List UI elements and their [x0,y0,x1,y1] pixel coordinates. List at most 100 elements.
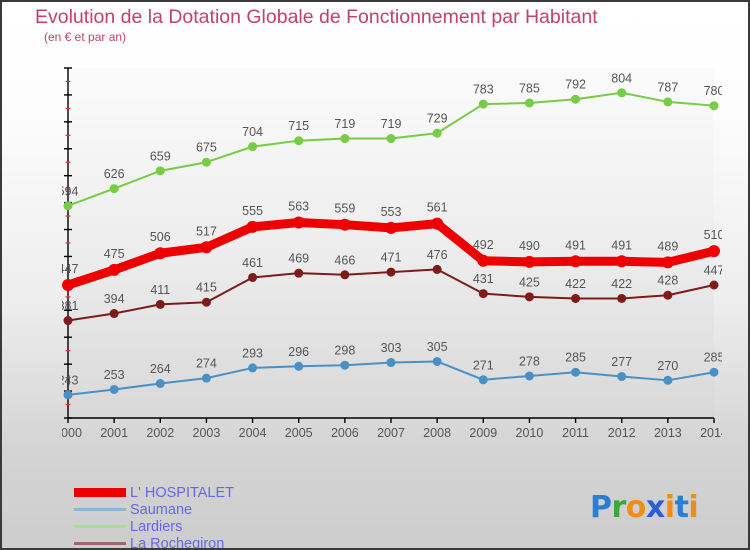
data-label: 285 [565,351,586,365]
data-label: 264 [150,362,171,376]
data-label: 475 [104,247,125,261]
data-label: 298 [334,344,355,358]
data-label: 594 [62,184,78,198]
logo-char: r [611,490,627,525]
svg-text:2005: 2005 [285,426,313,440]
data-label: 675 [196,141,217,155]
legend-color-swatch [74,508,126,511]
svg-text:2002: 2002 [146,426,174,440]
svg-text:2014: 2014 [700,426,722,440]
data-label: 719 [334,117,355,131]
data-label: 303 [381,341,402,355]
data-label: 563 [288,200,309,214]
svg-text:2013: 2013 [654,426,682,440]
data-label: 704 [242,125,263,139]
series-saumane: 243 253 264 274 293 296 298 303 305 271 278 285 277 2… [62,340,722,400]
logo-char: x [645,490,665,525]
svg-text:2000: 2000 [62,426,82,440]
data-label: 425 [519,275,540,289]
svg-text:2011: 2011 [562,426,589,440]
logo-char: o [625,490,647,525]
data-label: 506 [150,230,171,244]
data-label: 489 [657,239,678,253]
data-label: 491 [611,238,632,252]
data-label: 270 [657,359,678,373]
data-label: 381 [62,299,78,313]
data-label: 271 [473,358,494,372]
series-l-hospitalet: 447 475 506 517 555 563 559 553 561 492 490 491 491 4… [62,200,722,291]
data-label: 510 [704,228,722,242]
series-lardiers: 594 626 659 675 704 715 719 719 729 783 785 792 804 7… [62,71,722,211]
legend-item[interactable]: L' HOSPITALET [74,484,394,501]
data-label: 422 [611,277,632,291]
page-subtitle: (en € et par an) [44,30,127,44]
data-label: 466 [334,253,355,267]
data-label: 415 [196,281,217,295]
logo-char: i [664,490,675,525]
data-label: 447 [62,262,78,276]
data-label: 431 [473,272,494,286]
legend-color-swatch [74,542,126,545]
data-label: 659 [150,149,171,163]
data-label: 274 [196,357,217,371]
data-label: 278 [519,355,540,369]
data-label: 476 [427,248,448,262]
svg-text:2001: 2001 [100,426,128,440]
data-label: 492 [473,238,494,252]
svg-text:2012: 2012 [608,426,636,440]
data-label: 411 [150,283,170,297]
data-label: 729 [427,112,448,126]
data-label: 490 [519,239,540,253]
svg-text:2006: 2006 [331,426,359,440]
legend-item-label: Lardiers [130,518,183,535]
page-title: Evolution de la Dotation Globale de Fonc… [35,6,598,28]
legend-item[interactable]: Lardiers [74,518,394,535]
data-label: 715 [288,119,309,133]
svg-text:2003: 2003 [193,426,221,440]
data-label: 422 [565,277,586,291]
data-label: 559 [334,202,355,216]
svg-text:2010: 2010 [516,426,544,440]
data-label: 394 [104,292,125,306]
data-label: 555 [242,204,263,218]
svg-text:2007: 2007 [377,426,405,440]
data-label: 780 [704,84,722,98]
data-label: 461 [242,256,263,270]
legend-item[interactable]: La Rochegiron [74,535,394,550]
data-label: 243 [62,373,78,387]
data-label: 785 [519,82,540,96]
logo-char: P [590,490,612,525]
data-label: 428 [657,274,678,288]
data-label: 469 [288,252,309,266]
data-label: 447 [704,264,722,278]
svg-text:2008: 2008 [423,426,451,440]
data-label: 517 [196,224,217,238]
chart-legend: L' HOSPITALET Saumane Lardiers La Rochegiro… [74,484,394,550]
data-label: 293 [242,346,263,360]
legend-item[interactable]: Saumane [74,501,394,518]
x-axis: 2000 2001 2002 2003 2004 2005 2006 2007 2008 2009… [62,417,722,440]
legend-item-label: La Rochegiron [130,535,225,550]
logo-char: t [674,490,689,525]
data-label: 277 [611,355,632,369]
svg-text:2009: 2009 [469,426,497,440]
data-label: 491 [565,238,586,252]
data-label: 792 [565,78,586,92]
data-label: 471 [381,251,402,265]
data-label: 305 [427,340,448,354]
data-label: 553 [381,205,402,219]
proxiti-logo: Proxiti [590,490,699,525]
legend-color-swatch [74,488,126,497]
legend-item-label: L' HOSPITALET [130,484,235,501]
data-label: 719 [381,117,402,131]
data-label: 285 [704,351,722,365]
logo-char: i [688,490,699,525]
data-label: 626 [104,167,125,181]
line-chart: 2002503003504004505005506006507007508008… [62,67,722,440]
data-label: 804 [611,71,632,85]
series-la-rochegiron: 381 394 411 415 461 469 466 471 476 431 425 422 422 4… [62,248,722,326]
legend-color-swatch [74,525,126,528]
chart-plot-area: 2002503003504004505005506006507007508008… [62,60,722,450]
data-label: 561 [427,201,448,215]
